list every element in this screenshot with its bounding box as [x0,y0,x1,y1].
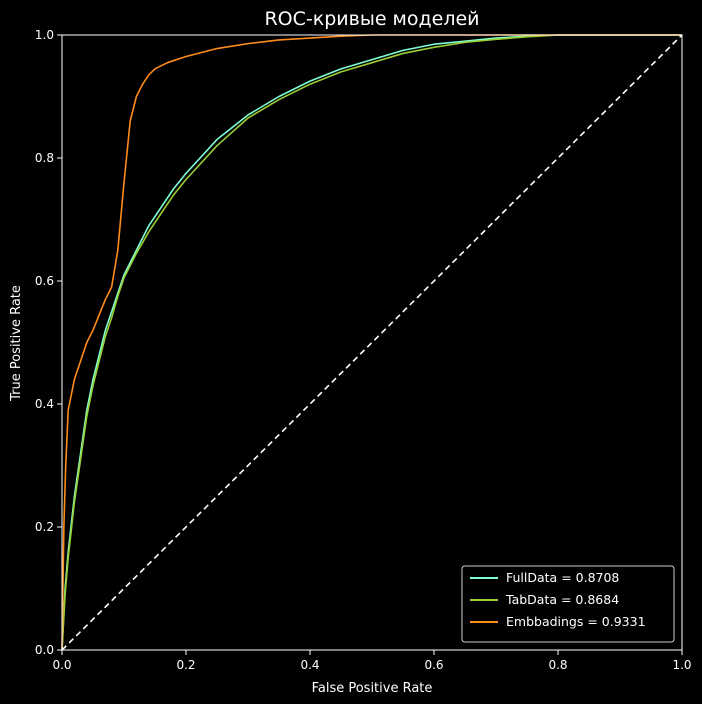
series-line [61,34,682,651]
axis-ticks: 0.0 0.2 0.4 0.6 0.8 1.0 0.0 0.2 0.4 0.6 0.8 1.0 [35,28,692,672]
legend-entry: TabData = 0.8684 [505,592,619,607]
x-tick-label: 1.0 [672,658,691,672]
legend-box [461,565,675,643]
x-tick-label: 0.8 [548,658,567,672]
y-tick-label: 0.8 [35,151,54,165]
plot-frame [61,34,683,651]
y-tick-label: 0.6 [35,274,54,288]
x-tick-label: 0.0 [52,658,71,672]
legend: FullData = 0.8708 TabData = 0.8684 Embbadi… [461,565,675,643]
y-tick-label: 0.0 [35,643,54,657]
x-tick-label: 0.2 [176,658,195,672]
y-tick-label: 0.4 [35,397,54,411]
y-axis-label: True Positive Rate [9,285,24,402]
y-tick-label: 0.2 [35,520,54,534]
series-line [61,34,682,651]
x-tick-label: 0.4 [300,658,319,672]
chart-title: ROC-кривые моделей [264,8,479,30]
x-tick-label: 0.6 [424,658,443,672]
diagonal-reference-line [61,34,683,651]
legend-entry: FullData = 0.8708 [506,570,619,585]
x-axis-label: False Positive Rate [312,681,433,696]
y-tick-label: 1.0 [35,28,54,42]
legend-entry: Embbadings = 0.9331 [506,614,646,629]
plot-area [61,34,683,651]
series-line [61,34,682,651]
